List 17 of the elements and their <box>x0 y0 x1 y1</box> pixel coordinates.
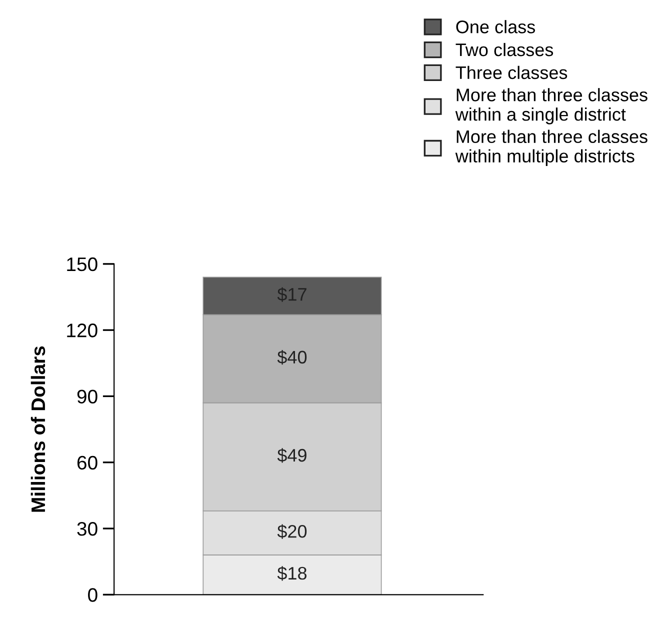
data-label: $49 <box>277 448 306 463</box>
data-label: $20 <box>277 524 307 539</box>
legend-label: More than three classes within a single district <box>455 88 648 124</box>
legend-label: Three classes <box>456 66 568 80</box>
data-label: $40 <box>277 350 307 365</box>
data-label: $17 <box>277 287 306 302</box>
y-tick-label: 60 <box>77 456 98 470</box>
y-tick-label: 90 <box>77 390 98 404</box>
legend-label: More than three classes within multiple districts <box>455 130 648 166</box>
legend-label: Two classes <box>456 42 554 56</box>
y-tick-label: 120 <box>67 324 98 338</box>
y-axis-title: Millions of Dollars <box>30 346 46 512</box>
y-tick-label: 30 <box>77 522 98 536</box>
y-tick-label: 150 <box>67 257 98 272</box>
y-tick-label: 0 <box>88 588 98 602</box>
data-label: $18 <box>277 566 307 581</box>
legend-label: One class <box>456 20 535 34</box>
